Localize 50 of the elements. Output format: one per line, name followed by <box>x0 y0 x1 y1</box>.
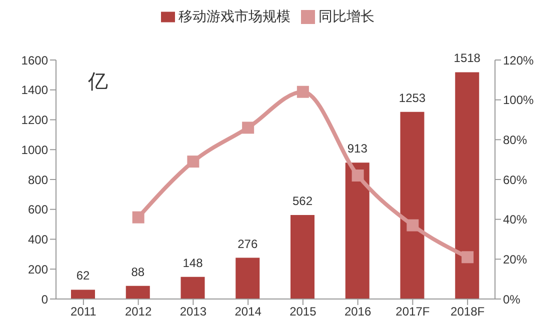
data-label: 1518 <box>454 51 481 66</box>
bar <box>455 72 480 299</box>
y2-tick-label: 120% <box>503 53 534 68</box>
y-tick-label: 400 <box>28 232 48 247</box>
data-label: 88 <box>131 264 145 279</box>
bar <box>236 258 260 299</box>
point <box>132 211 144 224</box>
bar <box>290 215 314 299</box>
data-label: 148 <box>182 256 204 270</box>
x-tick-label: 2018F <box>450 304 485 319</box>
bar <box>126 286 150 299</box>
x-tick-label: 2012 <box>124 304 152 319</box>
y-tick-label: 1400 <box>21 83 48 98</box>
y2-tick-label: 80% <box>503 132 528 147</box>
y-tick-label: 200 <box>28 262 48 276</box>
x-tick-label: 2014 <box>234 304 262 319</box>
point <box>242 122 254 134</box>
point <box>406 219 419 232</box>
point <box>296 86 309 98</box>
data-label: 62 <box>76 268 90 283</box>
point <box>352 170 364 182</box>
y-tick-label: 600 <box>28 202 48 217</box>
bar <box>71 290 95 299</box>
bar <box>345 162 370 299</box>
y-tick-label: 1000 <box>21 142 48 157</box>
data-label: 562 <box>292 194 313 208</box>
data-label: 913 <box>347 142 368 156</box>
y-tick-label: 800 <box>28 172 48 187</box>
x-tick-label: 2015 <box>290 304 317 319</box>
data-label: 276 <box>238 236 258 251</box>
legend-label: 同比增长 <box>318 8 374 24</box>
x-tick-label: 2011 <box>70 304 97 319</box>
bar <box>400 112 424 299</box>
data-label: 1253 <box>398 90 426 105</box>
y2-tick-label: 60% <box>503 172 528 187</box>
legend-label: 移动游戏市场规模 <box>178 8 290 24</box>
bar <box>180 276 205 299</box>
x-tick-label: 2013 <box>180 304 207 319</box>
y2-tick-label: 40% <box>503 212 528 227</box>
y2-tick-label: 20% <box>503 252 528 266</box>
y-tick-label: 0 <box>41 292 48 306</box>
point <box>462 251 474 264</box>
x-tick-label: 2017F <box>396 304 430 319</box>
y2-tick-label: 0% <box>503 292 521 306</box>
annotation: 亿 <box>88 70 108 95</box>
y-tick-label: 1200 <box>21 113 48 128</box>
y-tick-label: 1600 <box>21 53 48 68</box>
point <box>187 156 200 168</box>
x-tick-label: 2016 <box>344 304 372 319</box>
y2-tick-label: 100% <box>503 93 534 108</box>
